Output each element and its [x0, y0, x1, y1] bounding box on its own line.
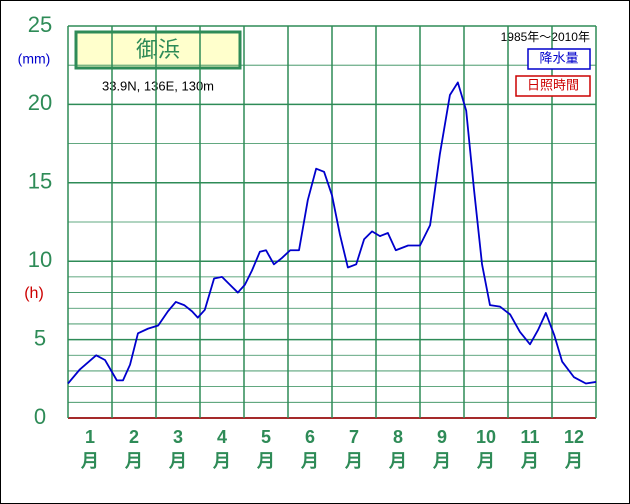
y2-unit: (h) [24, 285, 44, 302]
x-tick-suffix: 月 [256, 451, 275, 471]
x-tick-suffix: 月 [168, 451, 187, 471]
x-tick-label: 6 [305, 427, 315, 447]
x-tick-suffix: 月 [124, 451, 143, 471]
x-tick-suffix: 月 [476, 451, 495, 471]
x-tick-label: 7 [349, 427, 359, 447]
x-tick-suffix: 月 [212, 451, 231, 471]
y-tick-label: 15 [28, 169, 52, 194]
y-tick-label: 25 [28, 12, 52, 37]
chart-title: 御浜 [136, 37, 180, 62]
x-tick-label: 10 [476, 427, 496, 447]
x-tick-label: 9 [437, 427, 447, 447]
location: 33.9N, 136E, 130m [102, 78, 214, 93]
x-tick-label: 3 [173, 427, 183, 447]
title-box [74, 30, 242, 70]
x-tick-label: 5 [261, 427, 271, 447]
x-tick-label: 4 [217, 427, 227, 447]
x-tick-label: 12 [564, 427, 584, 447]
legend-label: 日照時間 [527, 77, 579, 92]
x-tick-suffix: 月 [432, 451, 451, 471]
x-tick-label: 2 [129, 427, 139, 447]
x-tick-label: 8 [393, 427, 403, 447]
x-tick-label: 11 [520, 427, 539, 447]
y-tick-label: 0 [34, 404, 46, 429]
x-tick-suffix: 月 [520, 451, 539, 471]
period: 1985年〜2010年 [501, 30, 590, 44]
x-tick-suffix: 月 [300, 451, 319, 471]
x-tick-suffix: 月 [388, 451, 407, 471]
y-unit: (mm) [18, 51, 51, 67]
y-tick-label: 20 [28, 90, 52, 115]
x-tick-suffix: 月 [344, 451, 363, 471]
legend-label: 降水量 [539, 50, 578, 65]
x-tick-label: 1 [85, 427, 95, 447]
y-tick-label: 10 [28, 247, 52, 272]
x-tick-suffix: 月 [80, 451, 99, 471]
precip-line [67, 81, 597, 385]
legend-box [515, 75, 591, 97]
legend-box [527, 48, 591, 70]
y-tick-label: 5 [34, 325, 46, 350]
x-tick-suffix: 月 [564, 451, 583, 471]
